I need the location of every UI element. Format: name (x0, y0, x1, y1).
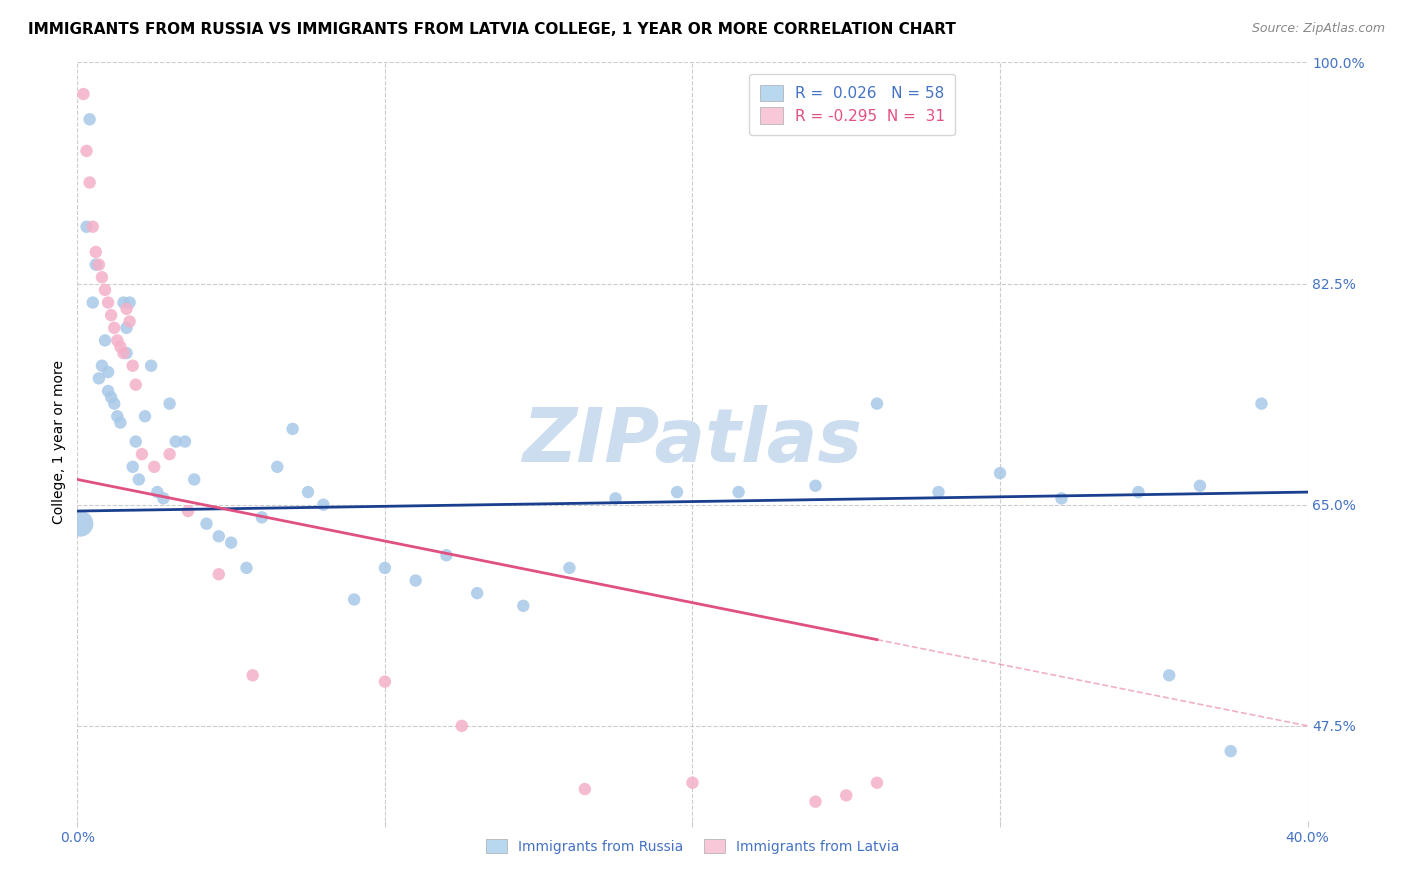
Point (79, 176, 101, 190)
Y-axis label: College, 1 year or more: College, 1 year or more (52, 359, 66, 524)
Point (115, 321, 138, 335)
Point (82, 219, 104, 234)
Point (97, 295, 120, 310)
Point (450, 719, 472, 733)
Point (159, 447, 181, 461)
Point (103, 397, 125, 411)
Point (165, 434, 187, 449)
Point (465, 586, 488, 600)
Point (128, 473, 150, 487)
Point (105, 334, 128, 348)
Point (94, 283, 117, 297)
Point (84, 244, 107, 259)
Point (115, 346, 138, 360)
Point (69, 516, 91, 531)
Text: Source: ZipAtlas.com: Source: ZipAtlas.com (1251, 22, 1385, 36)
Point (131, 447, 153, 461)
Point (235, 561, 257, 575)
Point (90, 359, 114, 373)
Point (112, 346, 135, 360)
Point (405, 574, 427, 588)
Point (76, 144, 98, 158)
Point (1188, 479, 1211, 493)
Point (281, 422, 304, 436)
Point (512, 599, 534, 613)
Point (159, 397, 181, 411)
Point (112, 295, 135, 310)
Point (100, 308, 122, 322)
Point (574, 782, 596, 797)
Point (988, 466, 1011, 480)
Point (436, 548, 458, 563)
Point (605, 491, 627, 506)
Point (343, 592, 366, 607)
Point (110, 340, 132, 354)
Point (804, 795, 827, 809)
Point (1250, 397, 1272, 411)
Point (121, 459, 143, 474)
Point (97, 384, 120, 398)
Point (125, 434, 148, 449)
Point (143, 459, 166, 474)
Point (866, 776, 889, 790)
Point (928, 485, 950, 500)
Point (666, 485, 689, 500)
Point (82, 295, 104, 310)
Point (87, 258, 110, 272)
Point (94, 334, 117, 348)
Point (250, 510, 273, 524)
Point (141, 359, 163, 373)
Point (84, 258, 107, 272)
Point (219, 535, 242, 549)
Point (183, 473, 205, 487)
Point (374, 674, 396, 689)
Point (174, 434, 197, 449)
Point (242, 668, 264, 682)
Point (297, 485, 319, 500)
Point (76, 219, 98, 234)
Point (208, 567, 231, 582)
Point (118, 295, 141, 310)
Point (312, 498, 335, 512)
Point (866, 397, 889, 411)
Point (835, 789, 858, 803)
Point (125, 377, 148, 392)
Point (121, 359, 143, 373)
Point (115, 301, 138, 316)
Point (682, 776, 704, 790)
Legend: Immigrants from Russia, Immigrants from Latvia: Immigrants from Russia, Immigrants from … (481, 833, 904, 859)
Text: ZIPatlas: ZIPatlas (523, 405, 862, 478)
Point (195, 516, 218, 531)
Point (266, 459, 288, 474)
Point (103, 321, 125, 335)
Point (146, 485, 169, 500)
Point (90, 270, 114, 285)
Point (110, 416, 132, 430)
Point (118, 314, 141, 328)
Point (97, 365, 120, 379)
Point (374, 561, 396, 575)
Point (177, 504, 200, 518)
Point (79, 112, 101, 127)
Point (804, 479, 827, 493)
Point (105, 409, 128, 424)
Point (87, 371, 110, 385)
Point (208, 529, 231, 543)
Point (558, 561, 581, 575)
Point (1219, 744, 1241, 758)
Point (1128, 485, 1150, 500)
Point (134, 409, 156, 424)
Point (152, 491, 174, 506)
Text: IMMIGRANTS FROM RUSSIA VS IMMIGRANTS FROM LATVIA COLLEGE, 1 YEAR OR MORE CORRELA: IMMIGRANTS FROM RUSSIA VS IMMIGRANTS FRO… (28, 22, 956, 37)
Point (1159, 668, 1181, 682)
Point (100, 390, 122, 404)
Point (72, 87, 94, 101)
Point (727, 485, 749, 500)
Point (1050, 491, 1073, 506)
